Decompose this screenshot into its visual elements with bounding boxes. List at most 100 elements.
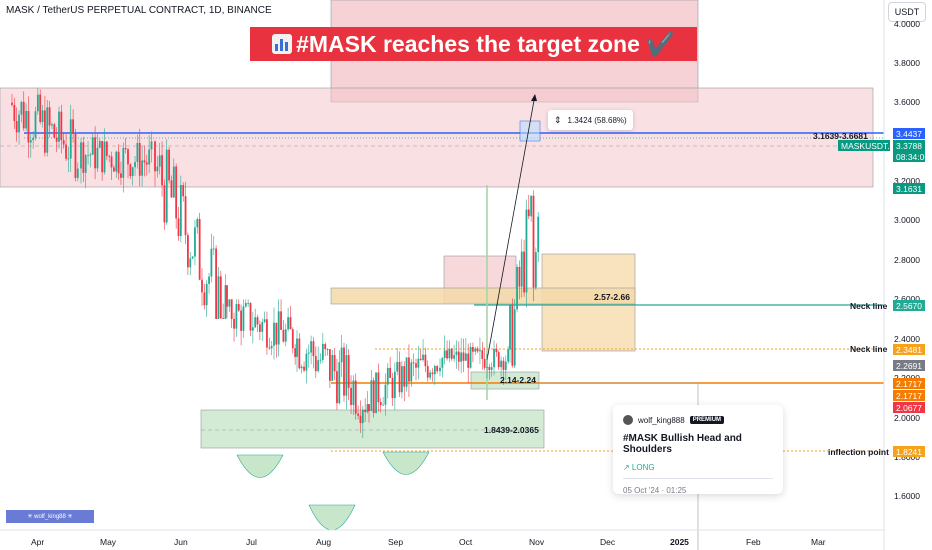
candle-body	[347, 355, 350, 388]
author-name[interactable]: wolf_king888	[638, 415, 685, 425]
candle-body	[268, 347, 271, 349]
candle-body	[65, 144, 67, 159]
candle-body	[87, 154, 89, 156]
candle-body	[441, 358, 444, 368]
range-icon: ⇕	[554, 114, 562, 125]
candle-body	[284, 329, 287, 342]
price-label-2067: 2.0677	[893, 402, 925, 413]
candle-body	[523, 251, 525, 293]
candle-body	[53, 124, 56, 138]
candle-body	[294, 348, 297, 357]
candle-body	[497, 352, 500, 368]
candle-body	[247, 302, 250, 304]
price-tick: 1.6000	[894, 491, 920, 501]
candle-body	[237, 304, 240, 311]
candle-body	[275, 322, 278, 345]
candle-body	[310, 341, 312, 353]
candle-body	[131, 167, 134, 177]
candle-body	[91, 137, 94, 155]
candle-body	[15, 121, 18, 133]
price-label-blue: 3.4437	[893, 128, 925, 139]
candle-body	[527, 209, 530, 217]
resistance-zone	[0, 87, 874, 188]
candle-body	[158, 155, 161, 167]
candle-body	[500, 360, 502, 368]
candle-body	[300, 366, 303, 369]
candle-body	[453, 355, 455, 359]
price-tick: 3.8000	[894, 58, 920, 68]
candle-body	[364, 409, 367, 413]
candle-body	[439, 367, 441, 372]
time-tick: Feb	[746, 537, 761, 547]
candle-body	[333, 355, 336, 372]
time-tick: Sep	[388, 537, 404, 547]
candle-body	[467, 353, 470, 368]
candle-body	[94, 137, 96, 169]
price-label-3163: 3.1631	[893, 183, 925, 194]
candle-body	[224, 285, 227, 319]
candle-body	[51, 124, 53, 126]
candle-body	[55, 137, 58, 142]
price-tick: 2.4000	[894, 334, 920, 344]
candle-body	[136, 142, 139, 162]
candle-body	[120, 173, 122, 178]
candle-body	[230, 299, 233, 319]
price-label-1824: 1.8241	[893, 446, 925, 457]
currency-button[interactable]: USDT	[888, 2, 926, 22]
candle-body	[289, 317, 292, 330]
projection-arrow	[486, 94, 536, 361]
candle-body	[165, 149, 168, 223]
candle-body	[312, 341, 315, 357]
candle-body	[379, 402, 382, 406]
candle-body	[408, 357, 410, 382]
candle-body	[80, 142, 82, 169]
candle-body	[410, 362, 413, 382]
candle-body	[101, 141, 104, 173]
price-tick: 2.6000	[894, 294, 920, 304]
candle-body	[338, 362, 341, 404]
candle-body	[261, 322, 264, 332]
candle-body	[161, 155, 163, 186]
candle-body	[372, 380, 375, 413]
base-zone	[200, 409, 545, 449]
candle-body	[82, 142, 85, 173]
candle-body	[20, 101, 23, 115]
candle-body	[266, 319, 268, 348]
candle-body	[74, 133, 77, 178]
candle-body	[58, 111, 60, 142]
candle-body	[282, 329, 285, 342]
candle-body	[287, 317, 289, 330]
candle-body	[163, 185, 166, 223]
idea-card[interactable]: wolf_king888 PREMIUM #MASK Bullish Head …	[613, 405, 783, 495]
candle-body	[469, 347, 472, 368]
time-tick: Jul	[246, 537, 257, 547]
candle-body	[242, 306, 245, 331]
candle-body	[393, 371, 396, 399]
candle-body	[405, 357, 408, 387]
candle-body	[244, 302, 247, 307]
price-tick: 1.8000	[894, 452, 920, 462]
candle-body	[384, 384, 387, 405]
price-tick: 3.2000	[894, 176, 920, 186]
candle-body	[11, 102, 13, 105]
candle-body	[62, 140, 65, 145]
candle-body	[368, 404, 370, 411]
avatar[interactable]	[623, 415, 633, 425]
candle-body	[532, 195, 535, 288]
candle-body	[507, 349, 510, 362]
candle-body	[486, 366, 488, 368]
candle-body	[298, 338, 301, 369]
candle-body	[429, 372, 431, 378]
candle-body	[138, 142, 141, 176]
candle-body	[25, 111, 27, 129]
zone-label-base: 1.8439-2.0365	[484, 425, 539, 435]
idea-title[interactable]: #MASK Bullish Head and Shoulders	[623, 433, 742, 455]
candle-body	[488, 366, 491, 370]
candle-body	[168, 149, 170, 181]
chart-symbol-title[interactable]: MASK / TetherUS PERPETUAL CONTRACT, 1D, …	[6, 5, 272, 16]
time-tick: Aug	[316, 537, 332, 547]
candle-body	[296, 338, 298, 357]
candle-body	[457, 351, 460, 362]
candle-body	[105, 141, 108, 156]
